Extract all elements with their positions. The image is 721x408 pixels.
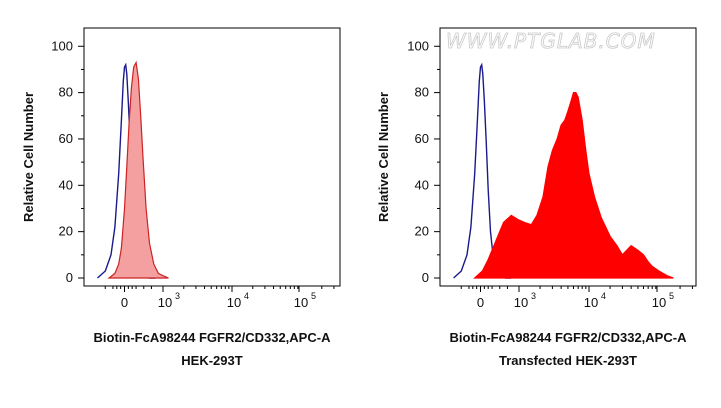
x-tick-label: 10 xyxy=(652,295,666,310)
x-tick-exponent: 5 xyxy=(669,291,674,301)
y-tick-label: 80 xyxy=(59,85,73,100)
x-tick-label: 10 xyxy=(227,295,241,310)
y-tick-label: 20 xyxy=(415,224,429,239)
x-tick-label: 10 xyxy=(514,295,528,310)
x-tick-label: 10 xyxy=(294,295,308,310)
x-tick-exponent: 3 xyxy=(175,291,180,301)
x-axis-label-1: Biotin-FcA98244 FGFR2/CD332,APC-A xyxy=(94,330,332,345)
y-tick-label: 80 xyxy=(415,85,429,100)
x-tick-exponent: 3 xyxy=(531,291,536,301)
x-tick-label: 0 xyxy=(477,295,484,310)
panel-subtitle-2: Transfected HEK-293T xyxy=(499,353,637,368)
y-tick-label: 40 xyxy=(59,177,73,192)
y-tick-label: 60 xyxy=(415,131,429,146)
panel-subtitle-1: HEK-293T xyxy=(181,353,242,368)
y-tick-label: 100 xyxy=(407,38,429,53)
y-axis-label-1: Relative Cell Number xyxy=(21,92,36,222)
stained-histogram xyxy=(107,60,169,279)
x-axis-label-2: Biotin-FcA98244 FGFR2/CD332,APC-A xyxy=(450,330,688,345)
y-tick-label: 20 xyxy=(59,224,73,239)
x-tick-exponent: 4 xyxy=(601,291,606,301)
y-tick-label: 60 xyxy=(59,131,73,146)
x-tick-exponent: 5 xyxy=(311,291,316,301)
x-tick-label: 10 xyxy=(158,295,172,310)
x-tick-label: 10 xyxy=(584,295,598,310)
y-tick-label: 40 xyxy=(415,177,429,192)
y-tick-label: 0 xyxy=(66,270,73,285)
x-tick-label: 0 xyxy=(121,295,128,310)
y-axis-label-2: Relative Cell Number xyxy=(376,92,391,222)
plot-frame-1 xyxy=(83,27,341,287)
y-tick-label: 100 xyxy=(51,38,73,53)
x-tick-exponent: 4 xyxy=(244,291,249,301)
y-tick-label: 0 xyxy=(422,270,429,285)
stained-histogram xyxy=(473,92,674,279)
watermark: WWW.PTGLAB.COM xyxy=(446,29,656,53)
